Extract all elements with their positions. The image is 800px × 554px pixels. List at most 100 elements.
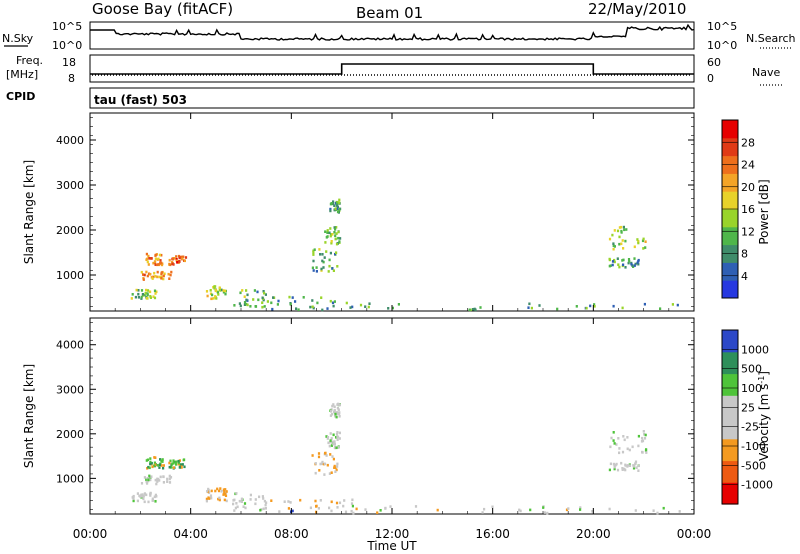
power-data-cell: [276, 303, 279, 306]
power-data-cell: [611, 260, 615, 263]
power-data-cell: [618, 226, 621, 229]
power-data-cell: [173, 257, 176, 260]
velocity-data-cell: [183, 465, 186, 469]
power-ytick-label: 2000: [56, 224, 84, 237]
velocity-data-cell: [642, 430, 645, 433]
velocity-data-cell: [335, 501, 339, 505]
velocity-data-cell: [254, 502, 257, 506]
velocity-data-cell: [330, 410, 333, 413]
power-data-cell: [266, 300, 269, 303]
velocity-data-cell: [283, 500, 286, 503]
power-data-cell: [622, 258, 625, 262]
velocity-data-cell: [326, 436, 330, 439]
velocity-colorbar-segment: [722, 460, 738, 483]
velocity-data-cell: [206, 490, 209, 493]
velocity-data-cell: [240, 497, 243, 501]
velocity-data-cell: [336, 506, 339, 509]
velocity-colorbar-segment: [722, 351, 738, 375]
power-data-cell: [337, 230, 340, 234]
power-data-cell: [322, 266, 325, 269]
power-data-cell: [636, 261, 639, 265]
velocity-data-cell: [170, 466, 173, 469]
velocity-data-cell: [626, 464, 630, 467]
power-data-cell: [316, 301, 319, 305]
power-data-cell: [334, 252, 337, 256]
power-data-cell: [627, 258, 631, 261]
velocity-data-cell: [335, 433, 339, 436]
power-data-cell: [205, 290, 209, 293]
velocity-data-cell: [168, 461, 171, 465]
power-data-cell: [326, 231, 329, 234]
velocity-data-cell: [634, 460, 638, 464]
power-data-cell: [621, 306, 624, 310]
power-colorbar-segment: [722, 226, 738, 246]
velocity-data-cell: [336, 462, 339, 466]
power-data-cell: [613, 245, 616, 248]
power-data-cell: [157, 257, 160, 261]
velocity-data-cell: [208, 491, 211, 494]
power-data-cell: [330, 202, 333, 205]
power-data-cell: [178, 260, 181, 263]
velocity-data-cell: [481, 511, 484, 514]
power-data-cell: [659, 307, 662, 310]
power-data-cell: [239, 304, 242, 308]
velocity-data-cell: [330, 437, 333, 440]
power-data-cell: [312, 251, 315, 254]
power-data-cell: [214, 289, 218, 292]
power-data-cell: [589, 304, 592, 308]
power-data-cell: [156, 270, 159, 274]
power-data-cell: [222, 289, 225, 292]
power-data-cell: [157, 263, 160, 266]
power-data-cell: [338, 201, 341, 204]
power-data-cell: [181, 255, 185, 259]
velocity-ytick-label: 3000: [56, 383, 84, 396]
power-data-cell: [633, 264, 636, 267]
velocity-data-cell: [330, 509, 333, 513]
velocity-data-cell: [238, 499, 241, 503]
velocity-data-cell: [609, 445, 612, 449]
velocity-data-cell: [656, 511, 659, 515]
power-data-cell: [158, 275, 161, 279]
velocity-data-cell: [637, 464, 640, 468]
power-data-cell: [289, 303, 292, 306]
power-colorbar-segment: [722, 120, 738, 139]
power-data-cell: [176, 261, 179, 264]
velocity-data-cell: [147, 500, 150, 504]
power-data-cell: [175, 258, 178, 261]
power-data-cell: [338, 208, 341, 211]
velocity-ylabel: Slant Range [km]: [22, 364, 36, 468]
power-data-cell: [288, 295, 291, 299]
velocity-data-cell: [291, 509, 294, 513]
power-data-cell: [327, 270, 330, 273]
velocity-data-cell: [332, 403, 335, 406]
velocity-data-cell: [210, 489, 213, 493]
time-xtick-label: 00:00: [677, 527, 712, 541]
power-data-cell: [332, 202, 335, 206]
power-data-cell: [334, 207, 337, 211]
power-data-cell: [216, 291, 220, 294]
velocity-colorbar-segment: [722, 417, 738, 440]
power-data-cell: [528, 302, 531, 306]
power-colorbar-segment: [722, 280, 738, 299]
velocity-colorbar-tick-label: 1000: [741, 343, 769, 356]
power-data-cell: [321, 259, 324, 263]
velocity-data-cell: [254, 498, 257, 501]
nsearch-label: N.Search: [746, 32, 796, 45]
power-data-cell: [336, 265, 339, 268]
nsearch-tick-top: 10^5: [707, 20, 737, 33]
velocity-data-cell: [615, 443, 618, 446]
power-data-cell: [585, 306, 588, 310]
station-title: Goose Bay (fitACF): [92, 0, 233, 18]
velocity-data-cell: [331, 455, 334, 458]
velocity-data-cell: [141, 493, 144, 496]
power-data-cell: [636, 238, 639, 241]
velocity-data-cell: [355, 507, 358, 511]
power-data-cell: [527, 306, 530, 309]
power-data-cell: [154, 275, 157, 278]
power-data-cell: [135, 288, 138, 292]
power-data-cell: [349, 306, 352, 309]
velocity-data-cell: [262, 497, 265, 500]
power-data-cell: [620, 242, 623, 246]
freq-panel: Freq. [MHz] 18 8 60 0 Nave: [6, 54, 784, 86]
